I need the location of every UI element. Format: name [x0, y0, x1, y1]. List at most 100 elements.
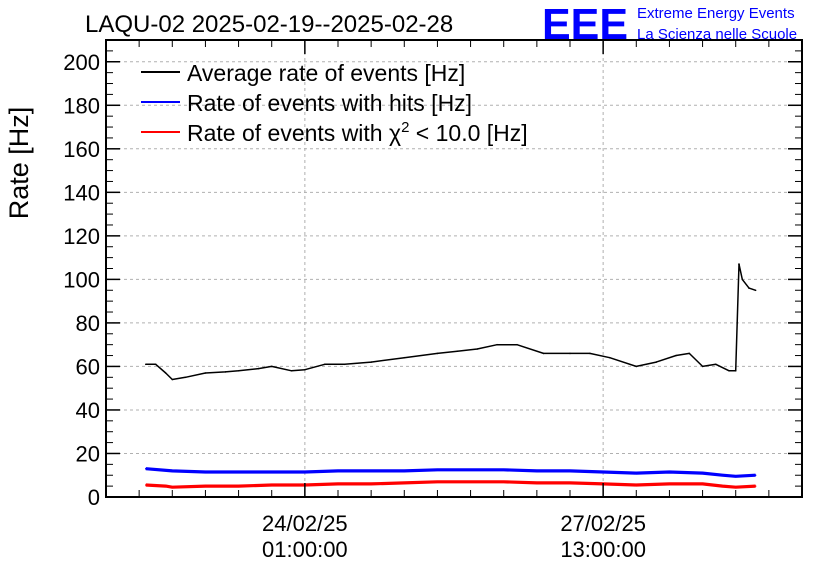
series-point: [337, 470, 339, 472]
series-point: [754, 485, 757, 487]
series-point: [738, 263, 740, 265]
series-point: [721, 474, 724, 477]
series-point: [403, 482, 406, 484]
series-point: [715, 363, 717, 366]
series-point: [734, 370, 737, 372]
series-point: [337, 483, 339, 485]
series-point: [145, 484, 147, 486]
series-point: [688, 352, 691, 355]
series-point: [569, 470, 571, 472]
legend-label: Rate of events with hits [Hz]: [187, 90, 472, 116]
x-tick-label-date: 27/02/25: [560, 511, 646, 536]
series-point: [370, 361, 372, 363]
series-point: [469, 469, 472, 471]
series-point: [184, 376, 187, 379]
series-point: [304, 368, 306, 371]
series-point: [721, 485, 724, 487]
x-tick-label-time: 01:00:00: [262, 537, 348, 562]
series-layer: [145, 263, 757, 489]
series-point: [270, 365, 273, 368]
series-point: [569, 482, 571, 484]
series-point: [257, 367, 260, 370]
series-point: [403, 356, 406, 359]
series-point: [542, 352, 545, 355]
series-point: [754, 289, 757, 292]
series-point: [237, 370, 240, 372]
series-point: [728, 370, 730, 372]
series-point: [635, 472, 638, 474]
series-point: [237, 471, 240, 473]
series-point: [502, 469, 505, 471]
y-axis-label: Rate [Hz]: [4, 107, 34, 220]
series-point: [154, 363, 157, 366]
series-point: [270, 471, 273, 473]
series-point: [224, 371, 227, 373]
series-point: [668, 471, 671, 473]
series-point: [436, 352, 439, 355]
eee-logo-line1: Extreme Energy Events: [637, 5, 795, 22]
axes: 0 20 40 60 80 100 120 140 160 180 200 24/02/2501:00…: [63, 40, 802, 562]
series-point: [204, 485, 207, 487]
chart-title: LAQU-02 2025-02-19--2025-02-28: [85, 11, 453, 38]
series-point: [164, 485, 167, 487]
series-point: [701, 483, 704, 485]
series-line: [145, 467, 756, 478]
series-point: [204, 471, 207, 473]
y-tick-label: 40: [76, 398, 100, 423]
y-tick-label: 140: [63, 180, 100, 205]
eee-logo: EEE Extreme Energy Events La Scienza nel…: [542, 0, 797, 49]
series-point: [456, 350, 459, 353]
series-point: [569, 352, 571, 355]
series-point: [145, 363, 147, 366]
y-tick-label: 180: [63, 93, 100, 118]
series-point: [655, 361, 657, 363]
series-point: [496, 343, 498, 346]
y-tick-label: 160: [63, 137, 100, 162]
series-point: [602, 471, 604, 473]
series-point: [701, 472, 704, 474]
y-tick-label: 100: [63, 267, 100, 292]
series-point: [370, 483, 372, 485]
y-tick-label: 0: [88, 485, 100, 510]
series-point: [171, 378, 174, 381]
series-point: [237, 485, 240, 487]
series-point: [304, 471, 306, 473]
series-point: [145, 467, 147, 470]
series-point: [171, 470, 174, 472]
series-point: [635, 484, 638, 486]
series-point: [370, 470, 372, 472]
x-tick-label-time: 13:00:00: [560, 537, 646, 562]
series-point: [323, 363, 326, 366]
series-point: [754, 474, 757, 477]
series-point: [164, 372, 167, 374]
y-tick-label: 200: [63, 50, 100, 75]
y-tick-label: 60: [76, 354, 100, 379]
series-line: [145, 480, 756, 489]
eee-logo-mark: EEE: [542, 0, 628, 49]
series-point: [668, 483, 671, 485]
grid-lines: [106, 40, 802, 497]
series-point: [502, 481, 505, 483]
series-point: [609, 356, 611, 359]
series-point: [734, 475, 737, 478]
y-tick-label: 80: [76, 311, 100, 336]
series-point: [469, 481, 472, 483]
series-point: [290, 370, 293, 372]
legend-label: Average rate of events [Hz]: [187, 60, 465, 86]
x-tick-label-date: 24/02/25: [262, 511, 348, 536]
series-point: [204, 372, 207, 374]
series-point: [270, 484, 273, 486]
series-point: [436, 469, 439, 471]
series-point: [536, 482, 538, 484]
legend-label: Rate of events with χ2 < 10.0 [Hz]: [187, 119, 528, 146]
series-point: [476, 348, 479, 350]
series-point: [675, 354, 677, 357]
series-point: [748, 287, 750, 289]
series-point: [403, 470, 406, 472]
series-point: [701, 365, 704, 368]
series-point: [343, 363, 346, 366]
series-point: [635, 365, 638, 368]
y-tick-label: 20: [76, 441, 100, 466]
series-point: [741, 278, 744, 281]
